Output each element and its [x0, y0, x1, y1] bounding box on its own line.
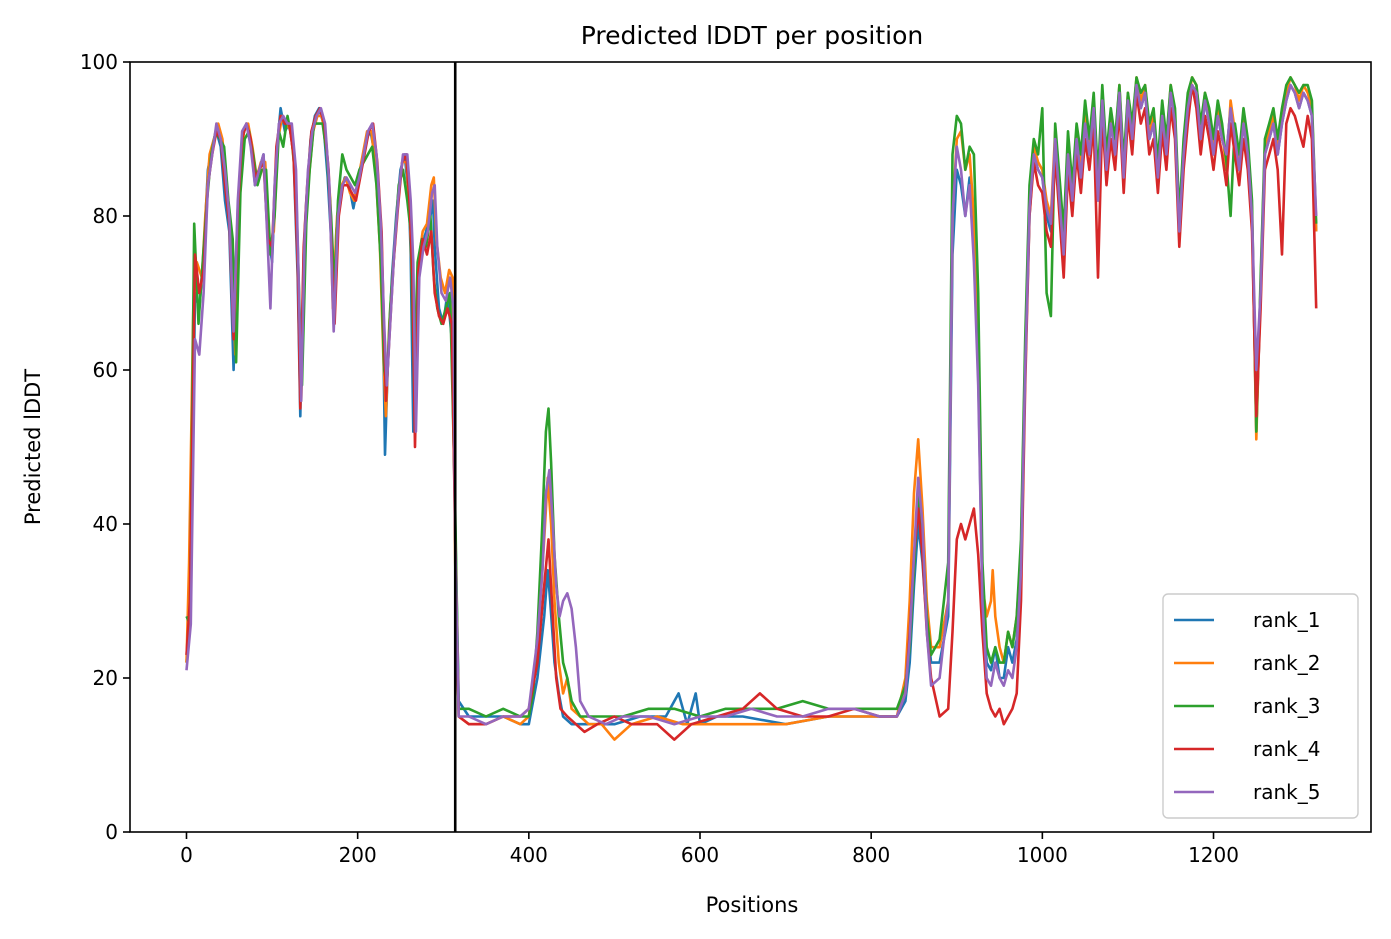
chart-title: Predicted lDDT per position — [581, 21, 923, 50]
x-axis: 0 200 400 600 800 1000 1200 — [180, 832, 1239, 867]
x-tick-label: 200 — [339, 843, 377, 867]
plot-area — [185, 62, 1318, 832]
y-tick-label: 20 — [93, 666, 118, 690]
y-tick-label: 60 — [93, 358, 118, 382]
legend-label: rank_2 — [1253, 651, 1320, 675]
legend-label: rank_3 — [1253, 694, 1320, 718]
series-layer — [185, 76, 1318, 741]
legend-label: rank_4 — [1253, 737, 1320, 761]
series-line-rank-5 — [185, 83, 1318, 726]
y-axis: 0 20 40 60 80 100 — [80, 50, 130, 844]
legend-label: rank_5 — [1253, 780, 1320, 804]
legend: rank_1 rank_2 rank_3 rank_4 rank_5 — [1162, 593, 1359, 819]
x-tick-label: 400 — [510, 843, 548, 867]
y-axis-label: Predicted lDDT — [21, 369, 45, 525]
x-tick-label: 0 — [180, 843, 193, 867]
plot-frame — [129, 61, 1372, 833]
x-tick-label: 1200 — [1188, 843, 1239, 867]
x-tick-label: 1000 — [1017, 843, 1068, 867]
x-tick-label: 600 — [681, 843, 719, 867]
y-tick-label: 0 — [105, 820, 118, 844]
legend-label: rank_1 — [1253, 608, 1320, 632]
legend-box — [1162, 593, 1359, 819]
x-axis-label: Positions — [706, 893, 799, 917]
x-tick-label: 800 — [852, 843, 890, 867]
y-tick-label: 80 — [93, 204, 118, 228]
y-tick-label: 100 — [80, 50, 118, 74]
y-tick-label: 40 — [93, 512, 118, 536]
